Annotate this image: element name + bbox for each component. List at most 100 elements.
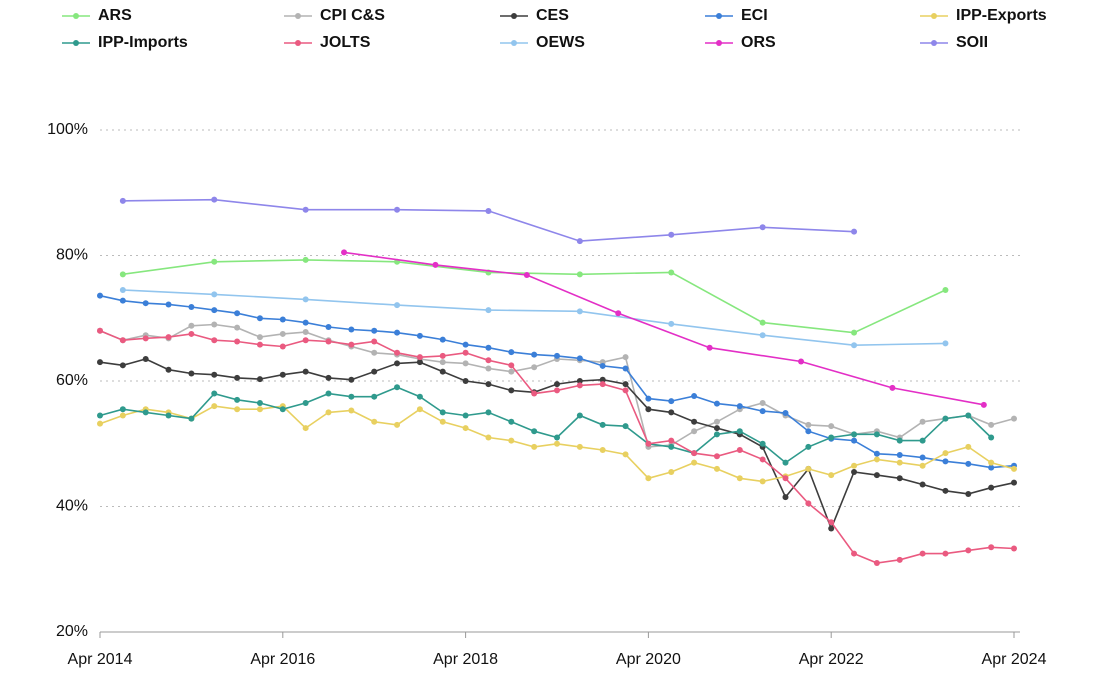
legend-label: CES (536, 7, 569, 24)
data-point (965, 443, 972, 450)
data-point (622, 354, 629, 361)
data-point (736, 403, 743, 410)
data-point (371, 327, 378, 334)
legend-marker (295, 13, 301, 19)
data-point (691, 459, 698, 466)
data-point (142, 356, 149, 363)
legend-label: ORS (741, 34, 776, 51)
legend-item: IPP-Imports (62, 34, 188, 51)
legend-marker (931, 40, 937, 46)
data-point (97, 412, 103, 419)
data-point (805, 428, 812, 435)
data-point (371, 338, 378, 345)
series-line (99, 386, 992, 464)
data-point (416, 354, 423, 361)
data-point (828, 472, 835, 479)
data-point (988, 459, 995, 466)
data-point (759, 319, 766, 326)
data-point (371, 349, 378, 356)
data-point (576, 271, 583, 278)
data-point (394, 384, 401, 391)
data-point (256, 406, 263, 413)
data-point (805, 443, 812, 450)
data-point (531, 351, 538, 358)
data-point (462, 412, 469, 419)
data-point (576, 355, 583, 362)
data-point (554, 387, 560, 394)
data-point (668, 409, 675, 416)
data-point (942, 487, 949, 494)
data-point (782, 410, 789, 417)
series (341, 249, 987, 408)
legend-marker (73, 40, 79, 46)
data-point (645, 395, 652, 402)
data-point (394, 302, 401, 309)
data-point (965, 412, 972, 419)
data-point (211, 371, 218, 378)
data-point (851, 342, 858, 349)
data-point (211, 196, 218, 203)
data-point (622, 381, 629, 388)
data-point (828, 434, 835, 441)
data-point (523, 271, 530, 278)
data-point (759, 408, 766, 415)
data-point (188, 303, 195, 310)
legend-item: JOLTS (284, 34, 371, 51)
data-point (576, 443, 583, 450)
series (119, 196, 858, 245)
data-point (851, 228, 858, 235)
data-point (713, 453, 720, 460)
data-point (645, 406, 652, 413)
data-point (325, 390, 332, 397)
data-point (531, 390, 538, 397)
data-point (805, 500, 812, 507)
data-point (691, 450, 698, 457)
data-point (371, 393, 378, 400)
data-point (439, 352, 446, 359)
y-tick-label: 60% (56, 372, 88, 389)
data-point (736, 428, 743, 435)
legend-label: ECI (741, 7, 768, 24)
data-point (485, 365, 492, 372)
legend-label: IPP-Exports (956, 7, 1047, 24)
data-point (576, 378, 583, 384)
data-point (485, 381, 492, 388)
data-point (341, 249, 348, 256)
data-point (759, 440, 766, 447)
data-point (896, 452, 903, 459)
series (97, 384, 995, 466)
data-point (805, 465, 812, 472)
data-point (119, 337, 126, 344)
data-point (256, 341, 263, 348)
legend-item: CES (500, 7, 569, 24)
data-point (942, 340, 949, 347)
data-point (394, 329, 401, 336)
data-point (942, 415, 949, 422)
data-point (668, 443, 675, 450)
data-point (211, 390, 218, 397)
data-point (851, 437, 858, 444)
data-point (531, 364, 538, 371)
data-point (873, 559, 880, 566)
x-tick-label: Apr 2020 (616, 651, 681, 668)
data-point (119, 287, 126, 294)
data-point (599, 362, 606, 369)
data-point (919, 437, 926, 444)
data-point (325, 374, 332, 381)
data-point (1011, 545, 1017, 552)
data-point (691, 393, 698, 400)
data-point (622, 387, 629, 394)
data-point (576, 308, 583, 315)
data-point (554, 352, 560, 359)
data-point (942, 450, 949, 457)
data-point (873, 472, 880, 479)
data-point (873, 456, 880, 463)
data-point (165, 366, 172, 373)
data-point (416, 393, 423, 400)
data-point (394, 206, 401, 213)
data-point (706, 344, 713, 351)
legend-marker (511, 13, 517, 19)
data-point (873, 431, 880, 438)
data-point (645, 440, 652, 447)
data-point (798, 358, 805, 365)
